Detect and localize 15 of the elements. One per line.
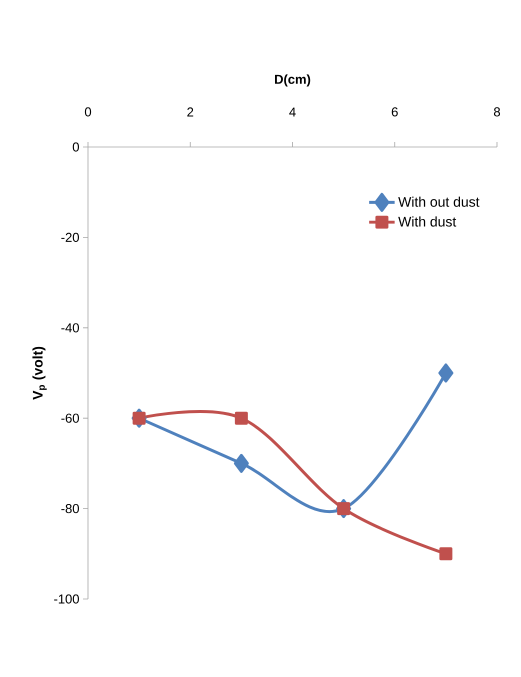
x-tick-label: 4: [289, 108, 296, 116]
legend-label: With out dust: [398, 196, 480, 207]
y-axis-title: V$_{p}$ (volt): [32, 346, 47, 400]
x-axis-title: D(cm): [275, 74, 310, 86]
x-tick-label: 8: [494, 107, 500, 116]
y-tick-label: -20: [61, 232, 79, 242]
y-tick-label: -100: [54, 594, 79, 604]
legend-label: With dust: [398, 216, 456, 227]
y-tick-label: 0: [72, 142, 79, 152]
y-tick-label: -60: [61, 414, 79, 423]
x-tick-label: 6: [392, 107, 398, 116]
y-tick-label: -40: [61, 323, 79, 332]
x-tick-label: 2: [187, 107, 194, 116]
x-tick-label: 0: [84, 107, 92, 116]
y-tick-label: -80: [61, 504, 79, 514]
